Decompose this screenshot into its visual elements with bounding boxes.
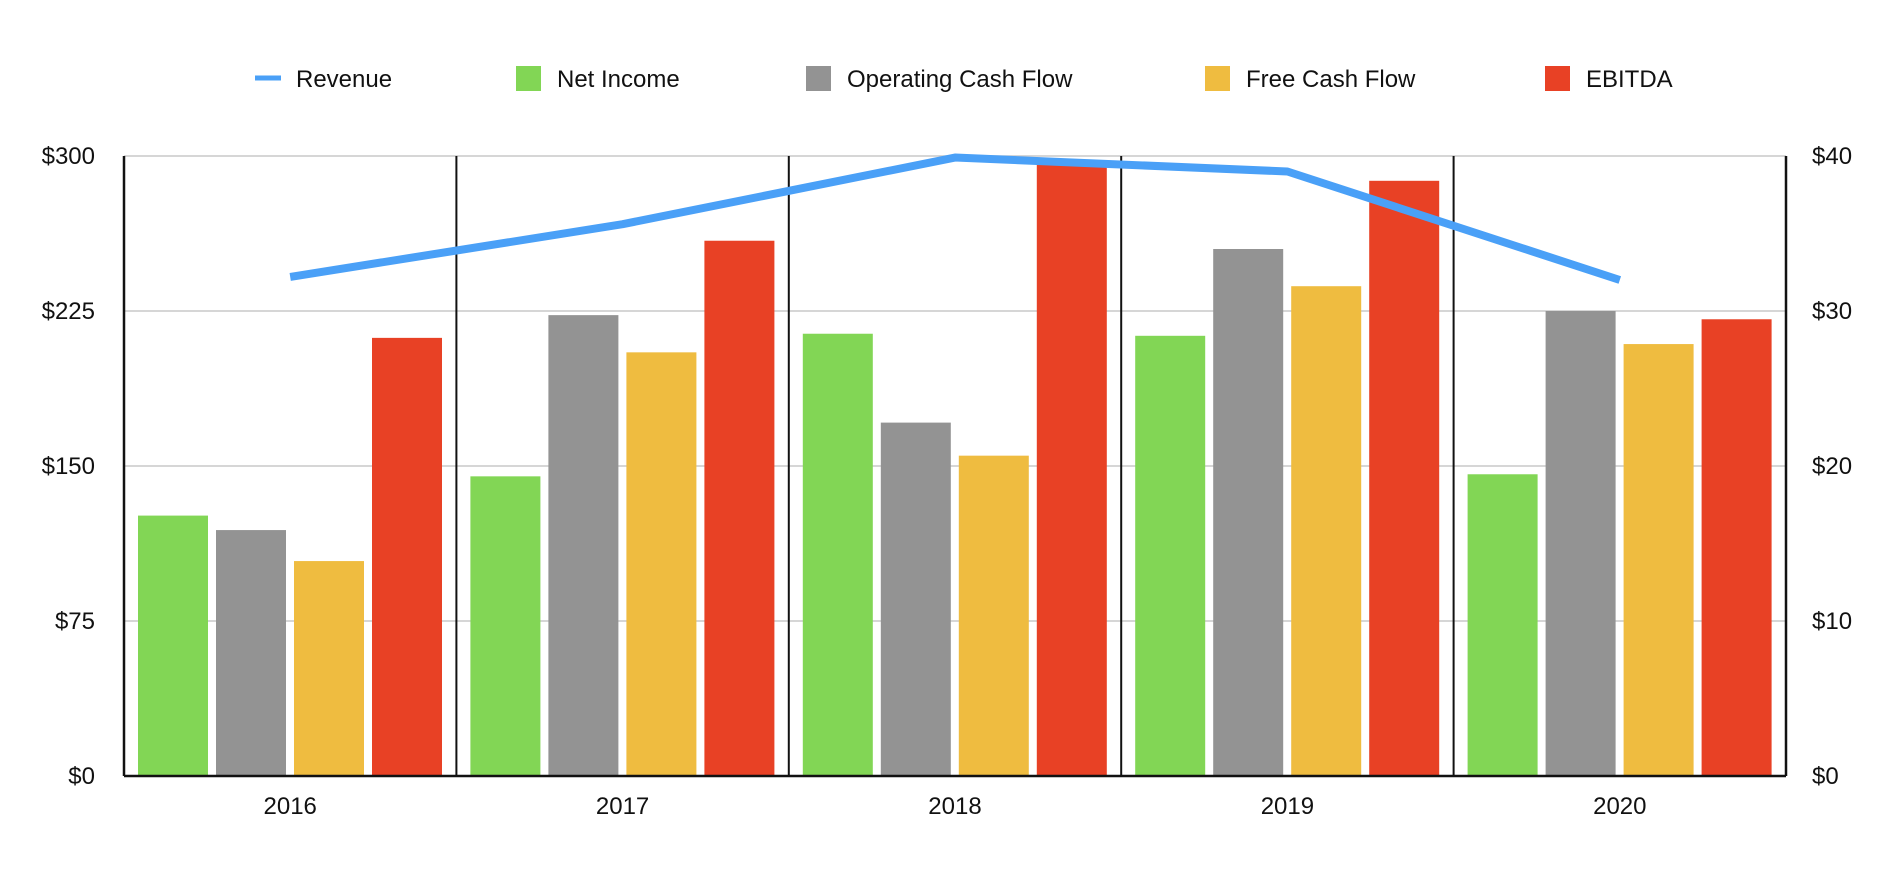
legend-swatch-operating-cash-flow — [806, 66, 831, 91]
x-tick-label: 2018 — [928, 793, 981, 820]
bar-net-income-2020 — [1467, 474, 1538, 776]
x-tick-label: 2020 — [1593, 793, 1646, 820]
bar-free-cash-flow-2017 — [626, 352, 697, 776]
bar-free-cash-flow-2020 — [1623, 344, 1694, 776]
y-left-tick-label: $300 — [42, 143, 95, 170]
bar-ebitda-2017 — [704, 240, 775, 776]
y-right-tick-label: $30 — [1812, 298, 1852, 325]
bar-operating-cash-flow-2016 — [216, 530, 286, 776]
bar-ebitda-2018 — [1036, 164, 1107, 776]
bar-net-income-2016 — [138, 515, 208, 776]
y-left-tick-label: $0 — [68, 763, 95, 790]
legend-label-revenue: Revenue — [296, 66, 392, 93]
bar-free-cash-flow-2016 — [294, 561, 364, 776]
bar-ebitda-2020 — [1701, 319, 1772, 776]
bar-free-cash-flow-2019 — [1291, 286, 1362, 776]
tick-labels: $0 $75 $150 $225 $300 $0 $10 $20 $30 $40 2016 2017 2… — [42, 143, 1852, 820]
legend-item-operating-cash-flow: Operating Cash Flow — [806, 66, 1073, 93]
line-revenue — [289, 153, 1622, 284]
bars — [138, 164, 1772, 777]
x-tick-label: 2017 — [596, 793, 649, 820]
legend-label-operating-cash-flow: Operating Cash Flow — [847, 66, 1073, 93]
y-right-tick-label: $20 — [1812, 453, 1852, 480]
chart-legend: Revenue Net Income Operating Cash Flow Free… — [255, 66, 1673, 93]
legend-item-ebitda: EBITDA — [1545, 66, 1673, 93]
x-tick-label: 2019 — [1261, 793, 1314, 820]
legend-label-free-cash-flow: Free Cash Flow — [1246, 66, 1416, 93]
category-dividers — [455, 156, 1455, 776]
legend-swatch-net-income — [516, 66, 541, 91]
bar-ebitda-2019 — [1369, 180, 1440, 777]
bar-net-income-2018 — [802, 333, 873, 776]
bar-operating-cash-flow-2018 — [880, 422, 951, 776]
revenue-line-layer — [289, 153, 1622, 284]
y-right-tick-label: $0 — [1812, 763, 1839, 790]
legend-item-revenue: Revenue — [255, 66, 392, 93]
bar-net-income-2017 — [470, 476, 541, 776]
bar-free-cash-flow-2018 — [958, 455, 1029, 776]
bar-net-income-2019 — [1135, 335, 1206, 776]
bar-operating-cash-flow-2017 — [548, 315, 619, 776]
legend-label-ebitda: EBITDA — [1586, 66, 1673, 93]
x-tick-label: 2016 — [264, 793, 317, 820]
y-left-tick-label: $75 — [55, 608, 95, 635]
legend-label-net-income: Net Income — [557, 66, 680, 93]
legend-swatch-free-cash-flow — [1205, 66, 1230, 91]
axes — [122, 156, 1788, 778]
y-right-tick-label: $40 — [1812, 143, 1852, 170]
y-left-tick-label: $150 — [42, 453, 95, 480]
bar-operating-cash-flow-2020 — [1545, 311, 1616, 776]
legend-swatch-ebitda — [1545, 66, 1570, 91]
y-left-tick-label: $225 — [42, 298, 95, 325]
bar-operating-cash-flow-2019 — [1213, 249, 1284, 776]
bar-ebitda-2016 — [372, 337, 442, 776]
legend-item-free-cash-flow: Free Cash Flow — [1205, 66, 1416, 93]
y-right-tick-label: $10 — [1812, 608, 1852, 635]
legend-item-net-income: Net Income — [516, 66, 680, 93]
